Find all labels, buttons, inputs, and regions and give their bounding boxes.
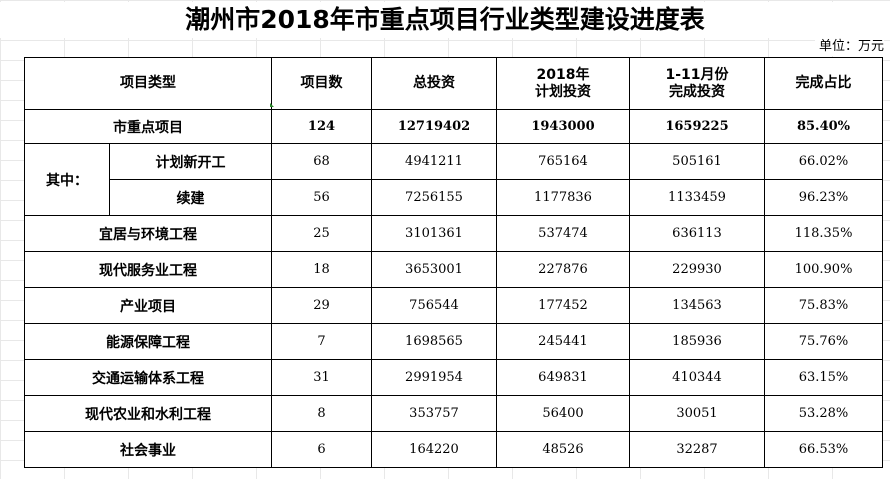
header-done: 1-11月份 完成投资 xyxy=(629,57,765,110)
table-row: 交通运输体系工程 31 2991954 649831 410344 63.15% xyxy=(24,359,883,396)
row-ratio: 96.23% xyxy=(764,179,883,216)
row-name: 产业项目 xyxy=(24,287,272,324)
row-total: 164220 xyxy=(371,431,497,468)
row-name: 交通运输体系工程 xyxy=(24,359,272,396)
row-total: 4941211 xyxy=(371,143,497,180)
row-ratio: 100.90% xyxy=(764,251,883,288)
row-ratio: 66.02% xyxy=(764,143,883,180)
row-count: 6 xyxy=(271,431,372,468)
row-done: 32287 xyxy=(629,431,765,468)
row-plan: 245441 xyxy=(496,323,630,360)
summary-row: 市重点项目 124 12719402 1943000 1659225 85.40… xyxy=(24,109,883,144)
row-done: 30051 xyxy=(629,395,765,432)
summary-name: 市重点项目 xyxy=(24,109,272,144)
row-total: 3101361 xyxy=(371,215,497,252)
row-done: 185936 xyxy=(629,323,765,360)
summary-ratio: 85.40% xyxy=(764,109,883,144)
header-ratio: 完成占比 xyxy=(764,57,883,110)
group-label: 其中： xyxy=(24,143,110,216)
row-plan: 177452 xyxy=(496,287,630,324)
row-count: 7 xyxy=(271,323,372,360)
header-total: 总投资 xyxy=(371,57,497,110)
row-ratio: 75.83% xyxy=(764,287,883,324)
row-name: 现代农业和水利工程 xyxy=(24,395,272,432)
row-plan: 537474 xyxy=(496,215,630,252)
progress-table: 项目类型 项目数 总投资 2018年 计划投资 1-11月份 完成投资 完成占比… xyxy=(24,57,883,468)
row-total: 353757 xyxy=(371,395,497,432)
row-name: 社会事业 xyxy=(24,431,272,468)
table-row: 其中： 计划新开工 68 4941211 765164 505161 66.02… xyxy=(24,143,883,216)
row-total: 3653001 xyxy=(371,251,497,288)
row-name: 计划新开工 xyxy=(109,143,272,180)
table-row: 产业项目 29 756544 177452 134563 75.83% xyxy=(24,287,883,324)
table-row: 续建 56 7256155 1177836 1133459 96.23% xyxy=(25,179,883,216)
summary-total: 12719402 xyxy=(371,109,497,144)
table-row: 能源保障工程 7 1698565 245441 185936 75.76% xyxy=(24,323,883,360)
row-name: 现代服务业工程 xyxy=(24,251,272,288)
header-plan-line2: 计划投资 xyxy=(535,83,591,100)
header-done-line2: 完成投资 xyxy=(669,83,725,100)
row-done: 636113 xyxy=(629,215,765,252)
summary-plan: 1943000 xyxy=(496,109,630,144)
row-count: 25 xyxy=(271,215,372,252)
row-plan: 56400 xyxy=(496,395,630,432)
cell-comment-marker xyxy=(270,103,274,107)
row-plan: 649831 xyxy=(496,359,630,396)
summary-done: 1659225 xyxy=(629,109,765,144)
row-plan: 765164 xyxy=(496,143,630,180)
row-ratio: 75.76% xyxy=(764,323,883,360)
table-row: 社会事业 6 164220 48526 32287 66.53% xyxy=(24,431,883,468)
header-plan: 2018年 计划投资 xyxy=(496,57,630,110)
row-done: 410344 xyxy=(629,359,765,396)
row-ratio: 66.53% xyxy=(764,431,883,468)
unit-label: 单位：万元 xyxy=(814,38,884,56)
row-count: 29 xyxy=(271,287,372,324)
header-count: 项目数 xyxy=(271,57,372,110)
page-title: 潮州市2018年市重点项目行业类型建设进度表 xyxy=(0,2,890,38)
row-count: 18 xyxy=(271,251,372,288)
row-count: 31 xyxy=(271,359,372,396)
header-plan-line1: 2018年 xyxy=(536,66,590,83)
row-name: 宜居与环境工程 xyxy=(24,215,272,252)
table-row: 现代服务业工程 18 3653001 227876 229930 100.90% xyxy=(24,251,883,288)
row-ratio: 53.28% xyxy=(764,395,883,432)
row-total: 7256155 xyxy=(371,179,497,216)
row-name: 能源保障工程 xyxy=(24,323,272,360)
row-count: 8 xyxy=(271,395,372,432)
table-row: 现代农业和水利工程 8 353757 56400 30051 53.28% xyxy=(24,395,883,432)
row-done: 505161 xyxy=(629,143,765,180)
row-plan: 227876 xyxy=(496,251,630,288)
summary-count: 124 xyxy=(271,109,372,144)
row-done: 1133459 xyxy=(629,179,765,216)
row-done: 229930 xyxy=(629,251,765,288)
row-count: 56 xyxy=(271,179,372,216)
row-done: 134563 xyxy=(629,287,765,324)
row-total: 756544 xyxy=(371,287,497,324)
row-plan: 1177836 xyxy=(496,179,630,216)
header-type: 项目类型 xyxy=(24,57,272,110)
row-ratio: 63.15% xyxy=(764,359,883,396)
header-done-line1: 1-11月份 xyxy=(665,66,729,83)
row-total: 1698565 xyxy=(371,323,497,360)
row-plan: 48526 xyxy=(496,431,630,468)
table-row: 宜居与环境工程 25 3101361 537474 636113 118.35% xyxy=(24,215,883,252)
row-ratio: 118.35% xyxy=(764,215,883,252)
row-name: 续建 xyxy=(109,179,272,216)
header-row: 项目类型 项目数 总投资 2018年 计划投资 1-11月份 完成投资 完成占比 xyxy=(24,57,883,110)
row-count: 68 xyxy=(271,143,372,180)
row-total: 2991954 xyxy=(371,359,497,396)
